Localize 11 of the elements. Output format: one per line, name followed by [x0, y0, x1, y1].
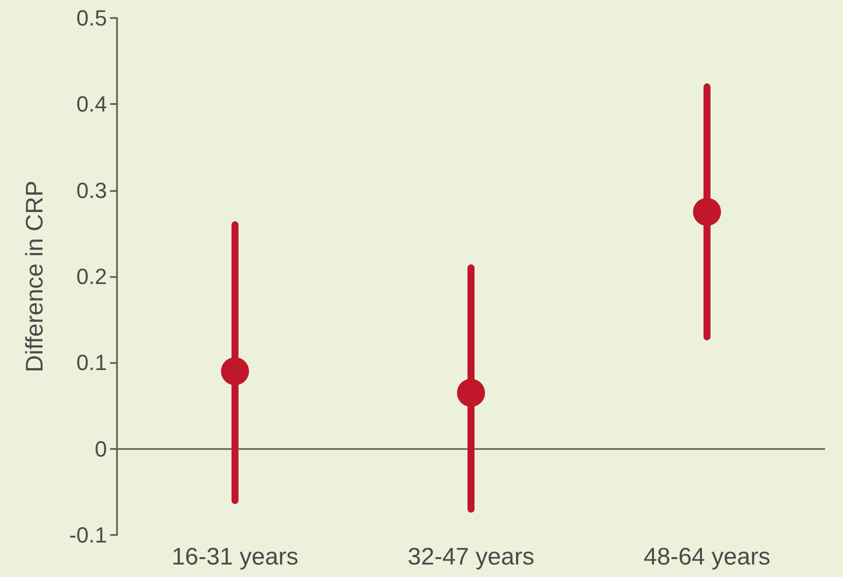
x-tick-label: 32-47 years: [408, 544, 534, 570]
y-tick-label: 0.5: [76, 6, 107, 30]
y-axis-title: Difference in CRP: [22, 180, 48, 372]
y-tick-label: 0.2: [76, 264, 107, 289]
y-tick-label: 0: [94, 436, 107, 462]
x-tick-label: 16-31 years: [172, 544, 298, 570]
y-tick-label: 0.3: [76, 178, 107, 203]
x-tick-label: 48-64 years: [644, 544, 770, 570]
y-tick-label: 0.1: [76, 350, 107, 376]
y-tick-label: -0.1: [69, 522, 107, 548]
y-tick-label: 0.4: [76, 92, 107, 117]
